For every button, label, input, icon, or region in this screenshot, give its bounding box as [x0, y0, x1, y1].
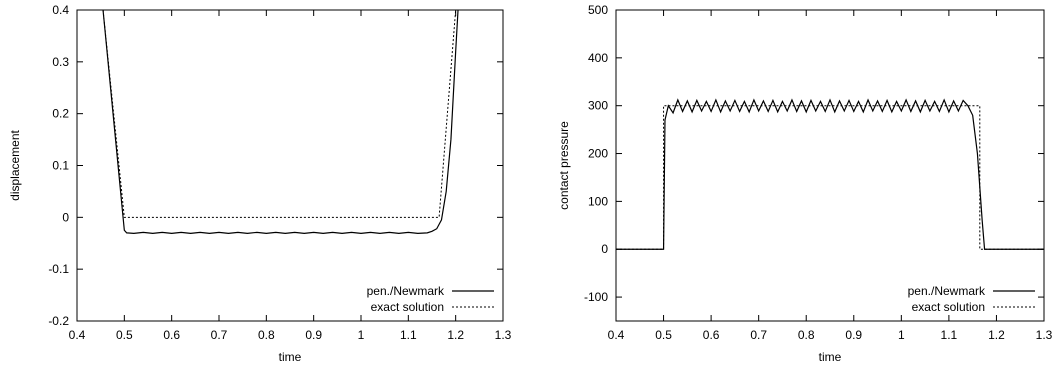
legend-label: pen./Newmark — [908, 284, 986, 298]
y-tick-label: 0.3 — [52, 55, 69, 69]
series-line-exact-solution — [616, 105, 1044, 250]
y-tick-label: -0.2 — [48, 314, 69, 328]
x-tick-label: 1 — [898, 328, 905, 342]
y-tick-label: 0.4 — [52, 3, 69, 17]
y-tick-label: 0 — [62, 210, 69, 224]
x-tick-label: 0.4 — [608, 328, 625, 342]
displacement-chart: 0.4 0.5 0.6 0.7 0.8 0.9 1 1.1 1.2 1.3 -0.2 -0.1 0 0.1… — [8, 3, 512, 364]
x-axis-label: time — [819, 350, 842, 364]
y-tick-label: 0.1 — [52, 159, 69, 173]
x-tick-label: 0.5 — [655, 328, 672, 342]
x-tick-label: 0.8 — [798, 328, 815, 342]
series-line-exact-solution — [102, 10, 457, 218]
x-axis-label: time — [279, 350, 302, 364]
legend-label: exact solution — [371, 300, 444, 314]
x-tick-label: 1.1 — [941, 328, 958, 342]
y-tick-label: -0.1 — [48, 262, 69, 276]
y-tick-label: 200 — [588, 147, 608, 161]
plot-frame — [76, 9, 504, 322]
y-tick-label: -100 — [584, 290, 608, 304]
x-tick-label: 1.2 — [447, 328, 464, 342]
y-tick-label: 0 — [601, 242, 608, 256]
y-tick-label: 300 — [588, 99, 608, 113]
y-tick-label: 500 — [588, 3, 608, 17]
x-tick-label: 0.8 — [258, 328, 275, 342]
y-tick-label: 0.2 — [52, 107, 69, 121]
x-tick-label: 0.7 — [750, 328, 767, 342]
x-tick-label: 0.9 — [305, 328, 322, 342]
y-tick-label: 100 — [588, 194, 608, 208]
x-tick-label: 1.3 — [495, 328, 512, 342]
contact-pressure-chart: 0.4 0.5 0.6 0.7 0.8 0.9 1 1.1 1.2 1.3 -100 0 100 200 3… — [557, 3, 1053, 364]
plot-frame — [615, 9, 1045, 322]
x-tick-label: 0.4 — [69, 328, 86, 342]
legend-label: exact solution — [912, 300, 985, 314]
legend-label: pen./Newmark — [367, 284, 445, 298]
x-tick-label: 1.1 — [400, 328, 417, 342]
x-tick-label: 1.2 — [988, 328, 1005, 342]
x-tick-label: 0.5 — [116, 328, 133, 342]
x-tick-label: 0.7 — [211, 328, 228, 342]
y-axis-label: contact pressure — [557, 121, 571, 210]
x-tick-label: 0.6 — [163, 328, 180, 342]
y-tick-label: 400 — [588, 51, 608, 65]
x-tick-label: 1 — [358, 328, 365, 342]
x-tick-label: 1.3 — [1036, 328, 1053, 342]
series-line-pen-newmark — [102, 10, 459, 235]
x-tick-label: 0.6 — [703, 328, 720, 342]
x-tick-label: 0.9 — [845, 328, 862, 342]
series-line-pen-newmark — [616, 98, 1044, 250]
y-axis-label: displacement — [8, 129, 22, 200]
